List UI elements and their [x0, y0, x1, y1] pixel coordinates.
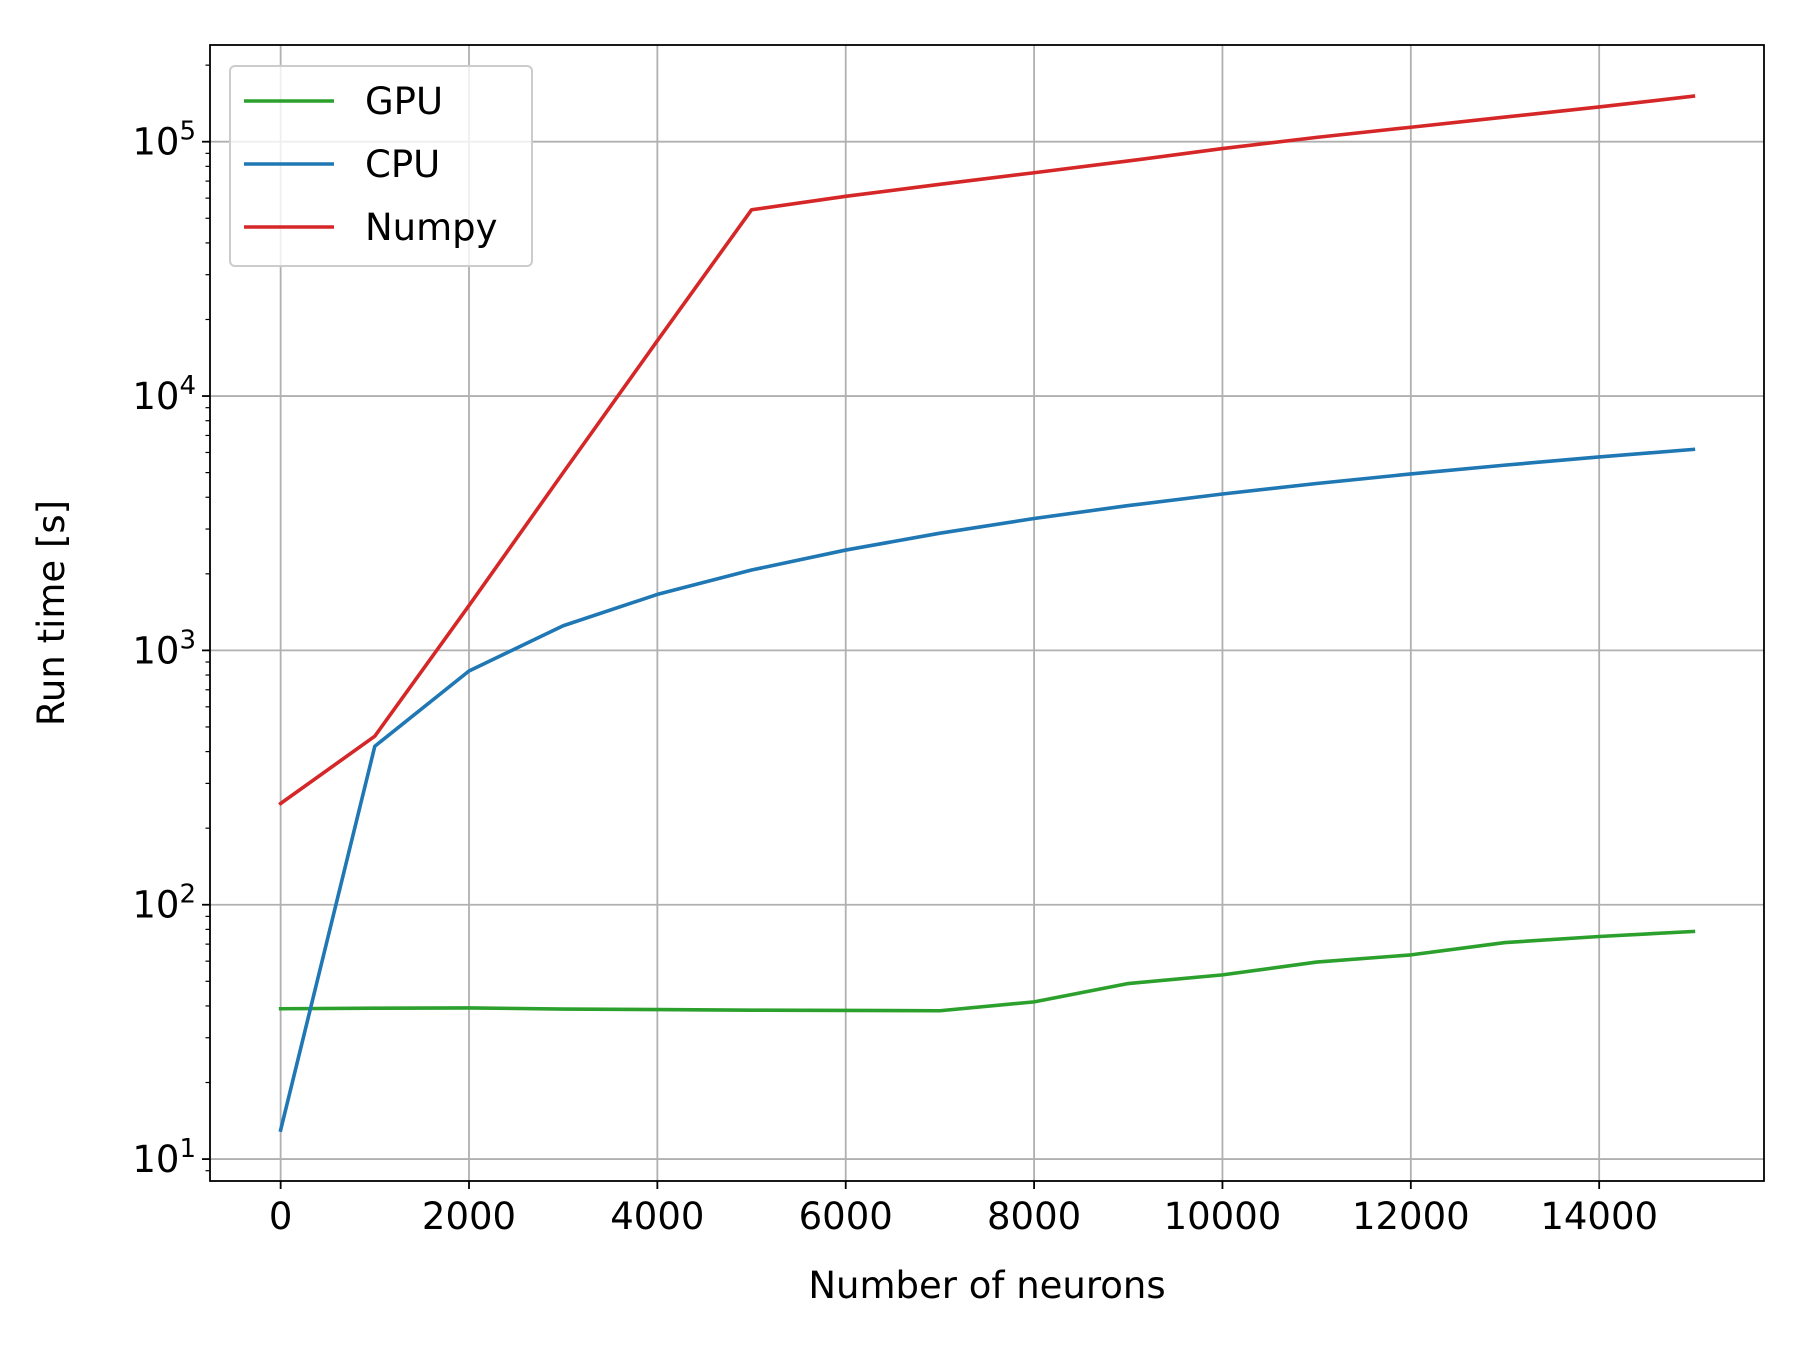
y-tick-label: 101 [132, 1134, 196, 1181]
series-lines [278, 94, 1696, 1133]
legend-label-cpu: CPU [365, 143, 440, 186]
y-tick-label: 104 [132, 371, 196, 418]
series-line-numpy [278, 94, 1696, 807]
x-tick-label: 4000 [610, 1195, 704, 1238]
y-tick-label: 102 [132, 880, 196, 927]
x-tick-label: 10000 [1164, 1195, 1282, 1238]
series-line-gpu [278, 929, 1696, 1013]
x-tick-label: 2000 [422, 1195, 516, 1238]
grid [210, 45, 1764, 1181]
legend-box [229, 65, 533, 267]
y-tick-label: 103 [132, 625, 196, 672]
x-tick-label: 0 [269, 1195, 293, 1238]
series-line-cpu [278, 447, 1696, 1133]
x-axis-label: Number of neurons [808, 1264, 1165, 1307]
x-tick-label: 8000 [987, 1195, 1081, 1238]
x-tick-label: 14000 [1540, 1195, 1658, 1238]
legend: GPU CPU Numpy [229, 65, 533, 267]
x-tick-label: 6000 [799, 1195, 893, 1238]
y-axis-label: Run time [s] [30, 500, 73, 726]
y-tick-label: 105 [132, 117, 196, 164]
legend-label-gpu: GPU [365, 80, 443, 123]
plot-frame [209, 44, 1765, 1182]
legend-label-numpy: Numpy [365, 206, 498, 249]
x-tick-label: 12000 [1352, 1195, 1470, 1238]
axis-ticks: 0 2000 4000 6000 8000 10000 12000 14000 101 102 10… [132, 64, 1658, 1238]
